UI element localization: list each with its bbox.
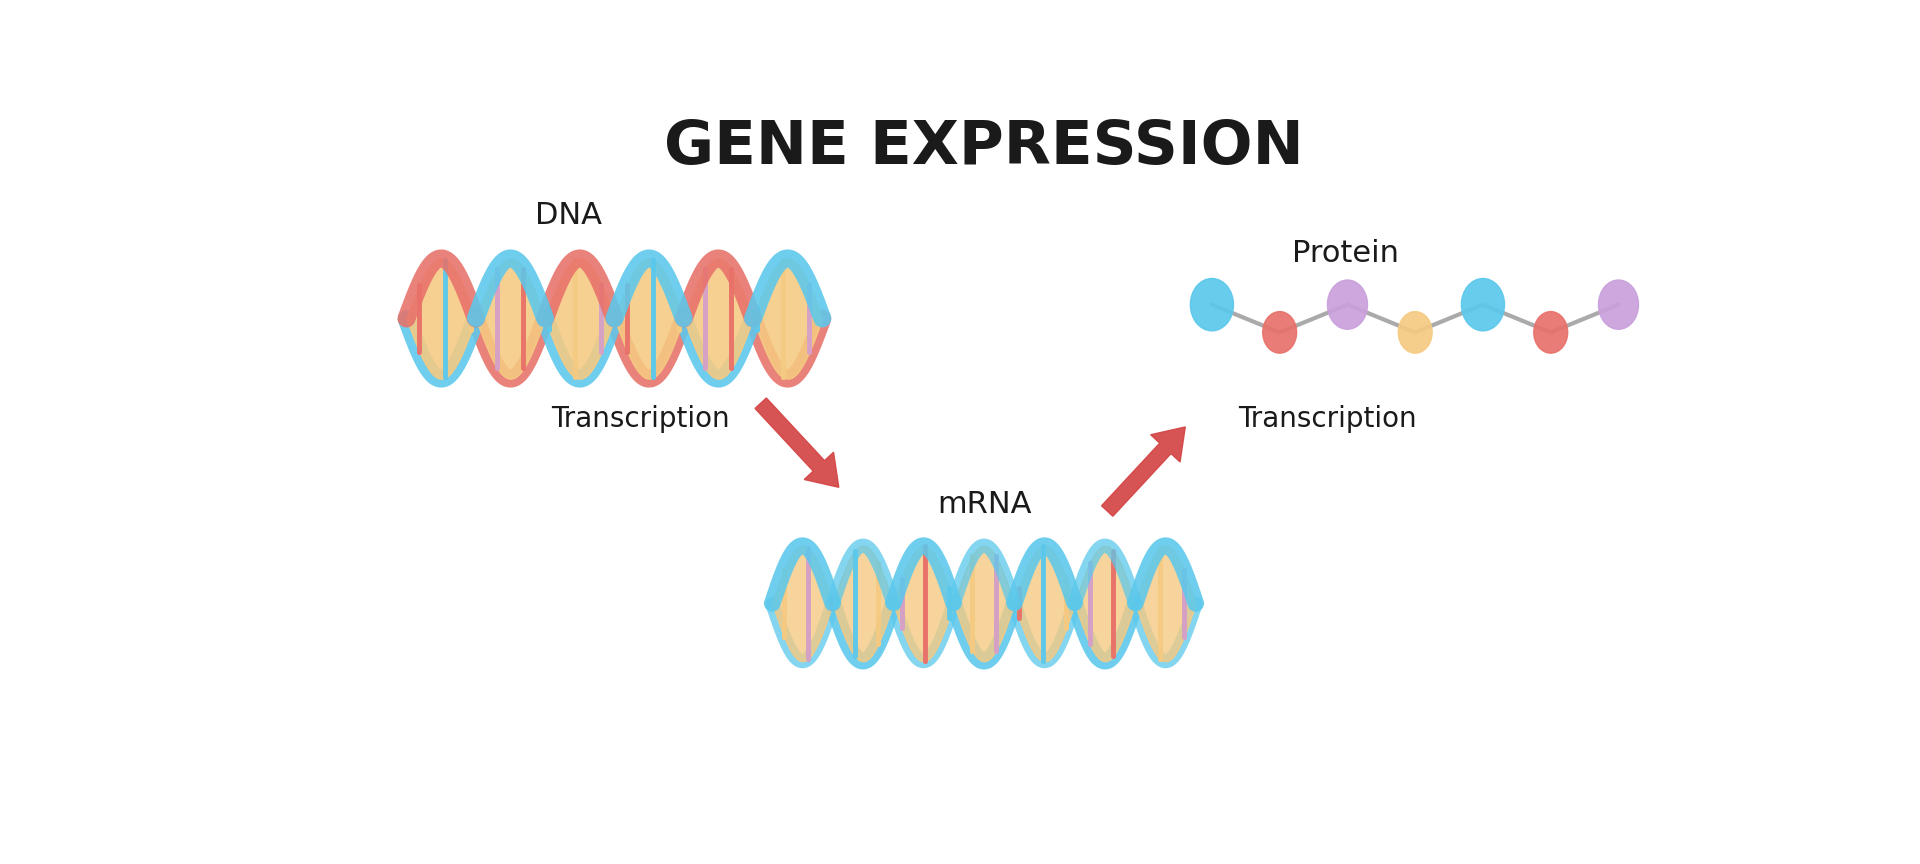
Ellipse shape: [1534, 312, 1567, 353]
Ellipse shape: [1190, 278, 1233, 331]
Text: Transcription: Transcription: [551, 404, 730, 433]
Text: GENE EXPRESSION: GENE EXPRESSION: [664, 118, 1304, 177]
Ellipse shape: [1599, 280, 1638, 329]
Text: DNA: DNA: [534, 201, 601, 230]
Text: Protein: Protein: [1292, 239, 1400, 269]
Ellipse shape: [1461, 278, 1505, 331]
FancyArrow shape: [755, 398, 839, 487]
Ellipse shape: [1398, 312, 1432, 353]
Ellipse shape: [1263, 312, 1296, 353]
Ellipse shape: [1327, 280, 1367, 329]
Text: mRNA: mRNA: [937, 490, 1031, 518]
Text: Transcription: Transcription: [1238, 404, 1417, 433]
FancyArrow shape: [1102, 427, 1185, 517]
